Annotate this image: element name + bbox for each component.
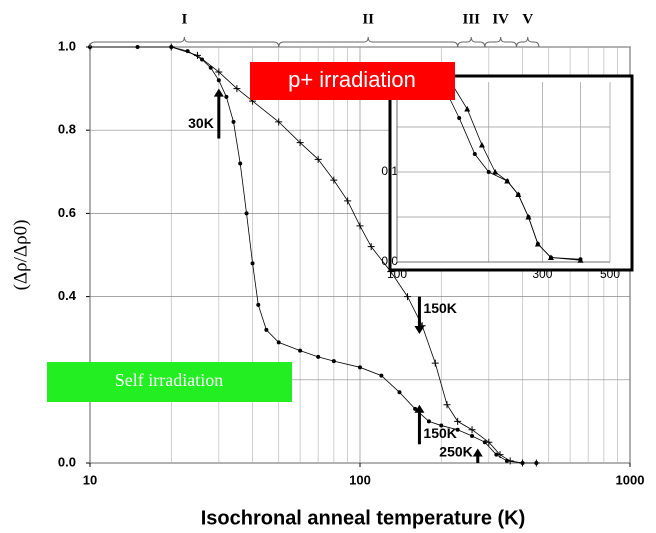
stage-brace [516, 36, 540, 48]
x-axis-title: Isochronal anneal temperature (K) [201, 507, 526, 529]
data-point [431, 359, 439, 367]
y-tick-label: 1.0 [58, 38, 76, 53]
y-axis-title: (Δρ/Δρ0) [10, 220, 31, 291]
annotation-label: 30K [188, 115, 214, 131]
data-point [457, 116, 462, 120]
data-point [413, 406, 418, 411]
inset-y-tick-label: 0.1 [381, 164, 398, 178]
y-tick-label: 0.0 [58, 454, 76, 469]
data-point [486, 170, 491, 174]
data-point [548, 255, 553, 260]
self-label-box [47, 362, 292, 402]
data-point [496, 451, 504, 459]
data-point [298, 348, 303, 353]
data-point [264, 327, 269, 332]
y-tick-label: 0.6 [58, 205, 76, 220]
data-point [231, 119, 236, 124]
data-point [443, 401, 451, 409]
data-point [244, 211, 249, 216]
data-point [485, 438, 493, 446]
x-tick-label: 10 [83, 472, 97, 487]
stage-label: IV [492, 11, 509, 27]
data-point [233, 85, 241, 93]
series-line [441, 81, 581, 260]
data-point [379, 373, 384, 378]
x-tick-label: 1000 [616, 472, 645, 487]
data-point [276, 340, 281, 345]
data-point [482, 440, 487, 445]
data-point [250, 261, 255, 266]
data-point [519, 459, 527, 467]
stage-brace [278, 36, 459, 48]
data-point [455, 427, 460, 432]
stage-brace [457, 36, 486, 48]
data-point [468, 426, 476, 434]
data-point [216, 78, 221, 83]
data-point [238, 161, 243, 166]
annotation-label: 250K [439, 444, 472, 460]
inset-y-tick-label: 0.0 [381, 254, 398, 268]
y-tick-label: 0.4 [58, 288, 77, 303]
data-point [193, 51, 201, 59]
data-point [167, 43, 175, 51]
inset-x-tick-label: 100 [387, 267, 407, 281]
data-point [505, 179, 510, 183]
data-point [316, 354, 321, 359]
data-point [367, 243, 375, 251]
data-point [494, 452, 499, 457]
stage-brace [89, 36, 280, 48]
data-point [439, 423, 444, 428]
data-point [472, 152, 477, 156]
data-point [224, 94, 229, 99]
data-point [344, 197, 352, 205]
stage-label: II [362, 11, 374, 27]
data-point [331, 359, 336, 364]
data-point [464, 106, 471, 112]
data-point [256, 302, 261, 307]
data-point [535, 242, 540, 246]
data-point [330, 176, 338, 184]
proton-label: p+ irradiation [288, 67, 416, 92]
stage-label: III [462, 11, 480, 27]
arrow-head [472, 448, 483, 457]
data-point [356, 222, 364, 230]
arrow-head [414, 326, 425, 335]
annotation-label: 150K [423, 425, 456, 441]
data-point [470, 433, 475, 438]
data-point [506, 457, 514, 465]
data-point [516, 192, 521, 197]
data-point [578, 257, 583, 262]
inset-x-tick-label: 500 [600, 267, 620, 281]
data-point [478, 142, 485, 148]
data-point [275, 118, 283, 126]
arrow-head [414, 404, 425, 413]
data-point [215, 68, 223, 76]
stage-label: I [181, 11, 187, 27]
data-point [492, 169, 499, 175]
data-point [296, 139, 304, 147]
data-point [397, 390, 402, 395]
stage-label: V [522, 11, 533, 27]
inset-x-tick-label: 300 [532, 267, 552, 281]
data-point [454, 417, 462, 425]
proton-label-box [250, 62, 455, 100]
stage-brace [484, 36, 518, 48]
self-label: Self irradiation [115, 370, 223, 390]
annotation-label: 150K [423, 300, 456, 316]
inset-frame [388, 74, 634, 272]
arrow-head [213, 88, 224, 97]
data-point [526, 215, 531, 219]
data-point [404, 293, 412, 301]
y-tick-label: 0.8 [58, 122, 76, 137]
data-point [314, 155, 322, 163]
x-tick-label: 100 [349, 472, 371, 487]
data-point [426, 419, 431, 424]
data-point [358, 365, 362, 370]
data-point [532, 459, 540, 467]
